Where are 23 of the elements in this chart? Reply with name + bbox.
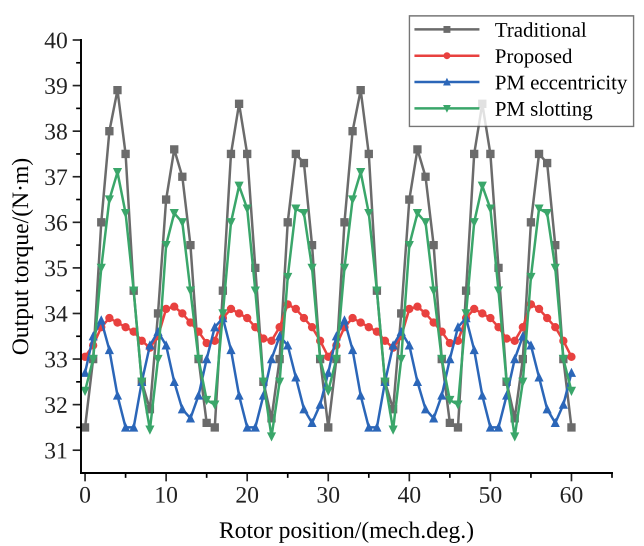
y-axis-title: Output torque/(N·m) xyxy=(12,158,34,354)
legend-label: PM slotting xyxy=(495,101,592,120)
x-tick-label: 30 xyxy=(318,486,340,503)
y-tick-label: 37 xyxy=(45,169,68,186)
x-tick-label: 50 xyxy=(480,486,502,503)
y-tick-label: 36 xyxy=(45,214,68,231)
y-tick-label: 31 xyxy=(45,442,66,459)
x-tick-label: 40 xyxy=(398,486,420,503)
y-tick-label: 39 xyxy=(45,78,67,94)
legend-label: PM eccentricity xyxy=(495,76,628,94)
x-tick-label: 60 xyxy=(560,486,582,503)
x-axis-title: Rotor position/(mech.deg.) xyxy=(220,521,474,543)
y-tick-label: 40 xyxy=(44,32,67,48)
y-tick-label: 33 xyxy=(45,352,67,368)
legend-label: Proposed xyxy=(495,48,572,68)
x-tick-label: 20 xyxy=(236,486,258,503)
y-tick-label: 38 xyxy=(45,124,67,140)
legend-label: Traditional xyxy=(495,22,586,37)
x-tick-label: 10 xyxy=(156,486,178,503)
y-tick-label: 32 xyxy=(45,397,67,414)
y-tick-label: 34 xyxy=(45,306,68,322)
y-tick-label: 35 xyxy=(45,260,67,276)
x-tick-label: 0 xyxy=(80,486,90,503)
